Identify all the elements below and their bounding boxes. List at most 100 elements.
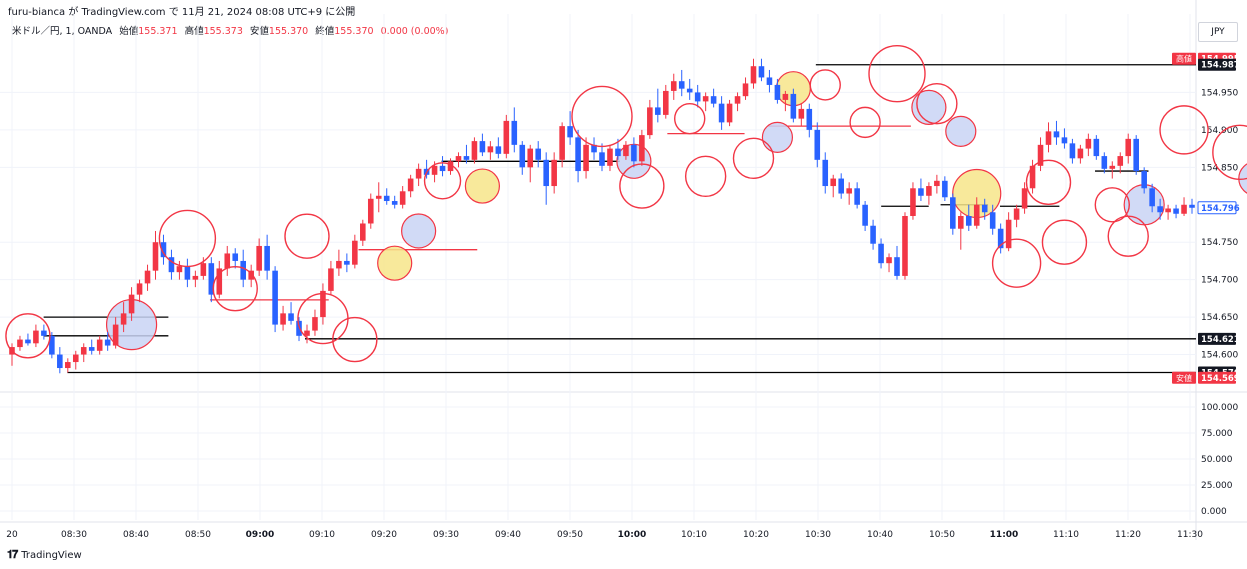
price-marker-box: [1198, 371, 1236, 384]
candle-body: [1013, 208, 1020, 220]
candle-body: [1133, 138, 1139, 172]
candle-body: [623, 144, 629, 157]
currency-button[interactable]: JPY: [1198, 22, 1238, 42]
red-marker-circle: [5, 313, 51, 359]
tradingview-brand[interactable]: 𝟏𝟕 TradingView: [7, 548, 82, 562]
candle-body: [782, 93, 789, 100]
price-marker: 154.569 安値: [1172, 371, 1240, 384]
price-tick-label: 154.700: [1201, 276, 1238, 286]
candle-body: [407, 178, 414, 192]
candle-body: [950, 197, 956, 229]
candle-body: [192, 275, 199, 280]
candle: [407, 174, 414, 198]
candle: [607, 144, 613, 172]
symbol-label[interactable]: 米ドル／円, 1, OANDA: [12, 26, 113, 37]
candle-body: [360, 223, 366, 241]
candle: [583, 137, 589, 179]
price-tick-label: 154.950: [1201, 88, 1238, 98]
red-marker-circle: [916, 82, 958, 125]
candle-body: [232, 253, 239, 261]
time-label: 10:30: [805, 530, 831, 540]
candle: [1029, 159, 1036, 194]
candle: [734, 92, 741, 112]
candle: [471, 137, 478, 164]
time-label: 20: [6, 530, 18, 540]
candle-body: [583, 144, 589, 172]
candle-body: [471, 141, 478, 160]
candle: [543, 152, 549, 205]
candle-body: [216, 268, 223, 295]
time-label: 10:10: [681, 530, 707, 540]
candle: [399, 186, 406, 209]
candle-body: [511, 120, 518, 145]
open-label: 始値: [119, 26, 139, 37]
candle-body: [1061, 137, 1068, 144]
change-value: 0.000 (0.00%): [380, 26, 449, 37]
candle: [296, 317, 302, 342]
candle: [184, 258, 191, 288]
candle: [710, 88, 717, 108]
candle-body: [296, 320, 302, 336]
candle-body: [312, 317, 318, 331]
candle-body: [631, 144, 637, 162]
candle-body: [88, 347, 95, 351]
candle: [280, 305, 286, 331]
red-marker-circle: [158, 209, 217, 268]
red-marker-circle: [1094, 187, 1130, 223]
candle: [256, 238, 262, 276]
candle-body: [1029, 165, 1036, 189]
candle-body: [527, 148, 534, 168]
red-marker-circle: [849, 106, 881, 139]
candle: [942, 176, 948, 202]
price-marker-value: 154.569: [1201, 374, 1240, 384]
candle-body: [599, 152, 605, 166]
candle: [391, 195, 398, 209]
candle-body: [989, 212, 996, 229]
time-label: 10:40: [867, 530, 893, 540]
price-marker-value: 154.987: [1201, 61, 1240, 71]
candle-body: [280, 313, 286, 325]
candle-body: [1037, 144, 1044, 166]
time-label: 09:30: [433, 530, 459, 540]
candle: [1101, 152, 1108, 174]
candle: [774, 78, 781, 104]
candle-body: [288, 313, 294, 321]
candle: [1141, 167, 1147, 194]
candle: [1053, 120, 1060, 145]
red-marker-circle: [732, 137, 775, 180]
red-marker-circle: [1107, 215, 1149, 257]
candle: [479, 133, 486, 157]
candle-body: [208, 263, 215, 295]
candle-body: [846, 188, 852, 194]
candle-body: [431, 165, 438, 175]
candle-body: [25, 339, 31, 344]
candle-body: [176, 266, 183, 273]
candle: [1069, 138, 1076, 164]
candle-body: [240, 260, 246, 280]
candle: [950, 193, 956, 235]
candle: [1037, 137, 1044, 172]
candle: [216, 260, 223, 299]
candle: [631, 137, 637, 168]
candle-body: [710, 96, 717, 104]
candle: [830, 174, 837, 198]
candle-body: [344, 260, 350, 265]
candle: [57, 347, 63, 374]
candle: [25, 333, 31, 346]
time-label: 08:50: [185, 530, 211, 540]
red-marker-circle: [212, 265, 258, 312]
candle: [192, 270, 199, 288]
candle: [822, 152, 829, 194]
candle-body: [678, 81, 685, 89]
indicator-tick-label: 50.000: [1201, 455, 1233, 465]
candle-body: [1005, 219, 1012, 249]
red-marker-circle: [1041, 219, 1088, 265]
candle-body: [774, 84, 781, 100]
candle-body: [607, 148, 613, 166]
red-marker-circle: [674, 102, 706, 135]
blue-marker-circle: [945, 115, 977, 147]
candle-body: [256, 245, 262, 271]
candle: [1173, 204, 1179, 219]
candle-body: [551, 159, 557, 187]
